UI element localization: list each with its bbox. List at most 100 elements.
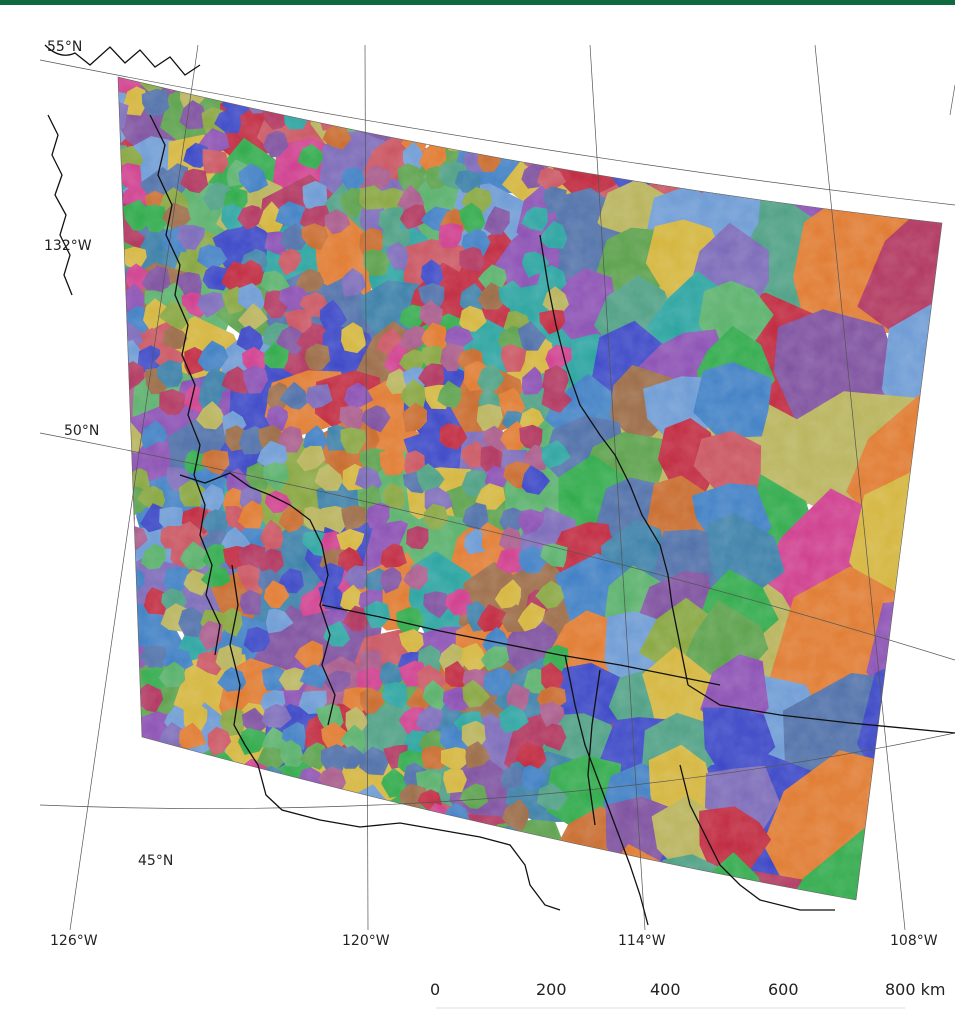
parallel-55n — [39, 59, 955, 206]
watershed-region — [118, 667, 127, 690]
watershed-region — [443, 124, 466, 152]
watershed-region — [202, 820, 229, 852]
watershed-region — [243, 769, 273, 791]
watershed-region — [655, 77, 731, 124]
watershed-region — [118, 626, 125, 655]
watershed-region — [281, 787, 310, 814]
watershed-region — [441, 81, 471, 112]
watershed-region — [118, 569, 146, 647]
watershed-region — [118, 247, 127, 274]
watershed-region — [217, 787, 250, 813]
watershed-region — [118, 841, 123, 873]
watershed-region — [216, 804, 247, 836]
watershed-region — [181, 823, 208, 853]
watershed-region — [124, 810, 152, 836]
watershed-region — [403, 825, 426, 852]
watershed-region — [561, 77, 708, 175]
us-border-south — [229, 564, 561, 911]
watershed-region — [219, 767, 248, 795]
watershed-region — [316, 848, 345, 873]
watershed-region — [547, 77, 630, 154]
watershed-region — [118, 690, 143, 777]
watershed-region — [279, 822, 306, 850]
watershed-region — [175, 799, 205, 828]
watershed-region — [701, 85, 775, 154]
watershed-region — [375, 807, 404, 835]
map-panel[interactable]: 55°N 132°W 50°N 45°N 126°W 120°W 114°W 1… — [0, 5, 955, 1011]
watershed-region — [118, 863, 157, 900]
watershed-region — [463, 828, 492, 857]
meridian-120w — [364, 44, 369, 931]
watershed-region — [325, 77, 352, 89]
watershed-region — [317, 821, 346, 849]
watershed-region — [380, 88, 405, 115]
watershed-region — [500, 77, 530, 95]
watershed-region — [476, 127, 505, 153]
watershed-region — [181, 846, 208, 873]
watershed-region — [345, 77, 370, 92]
watershed-region — [497, 840, 575, 900]
coastline-and-borders — [44, 44, 955, 926]
watershed-region — [118, 765, 202, 831]
watershed-region — [271, 803, 340, 880]
watershed-region — [243, 821, 269, 849]
watershed-region — [614, 77, 687, 118]
watershed-region — [202, 784, 232, 812]
watershed-region — [455, 842, 536, 900]
watershed-region — [196, 763, 224, 791]
watershed-region — [512, 88, 586, 161]
map-canvas[interactable]: 55°N 132°W 50°N 45°N 126°W 120°W 114°W 1… — [0, 5, 955, 1011]
watershed-region — [362, 87, 391, 115]
watershed-region — [118, 385, 127, 416]
watershed-region — [312, 798, 383, 883]
scale-tick-800: 800 km — [885, 980, 945, 999]
watershed-region — [441, 77, 469, 96]
watershed-region — [118, 402, 130, 432]
watershed-region — [525, 106, 550, 136]
watershed-region — [118, 186, 127, 211]
watershed-region — [224, 77, 251, 96]
meridian-108w — [814, 44, 906, 931]
watershed-region — [203, 807, 230, 835]
watershed-region — [497, 77, 581, 107]
watershed-region — [543, 77, 574, 90]
domain-outline — [117, 76, 943, 901]
watershed-region — [418, 847, 444, 878]
label-50n: 50°N — [64, 423, 99, 439]
coastline-mainland-1 — [149, 114, 221, 656]
watershed-region — [420, 77, 442, 93]
watershed-region — [124, 791, 153, 814]
watershed-region — [118, 786, 126, 813]
header-bar — [0, 0, 955, 5]
label-108w: 108°W — [890, 933, 938, 949]
watershed-region — [360, 77, 437, 105]
watershed-region — [272, 838, 337, 900]
watershed-region — [118, 485, 131, 509]
watershed-region — [118, 560, 129, 590]
watershed-region — [440, 825, 472, 850]
watershed-region — [878, 752, 942, 891]
scale-tick-400: 400 — [650, 980, 681, 999]
watershed-region — [483, 109, 511, 134]
watershed-region — [771, 77, 905, 154]
watershed-region — [446, 77, 528, 160]
watershed-region — [309, 853, 382, 900]
watershed-region — [240, 842, 270, 873]
watershed-region — [118, 646, 143, 731]
scale-tick-600: 600 — [768, 980, 799, 999]
watershed-region — [456, 86, 485, 117]
watershed-region — [296, 87, 327, 111]
watershed-region — [118, 606, 124, 636]
scale-tick-200: 200 — [536, 980, 567, 999]
watershed-region — [485, 83, 510, 113]
watershed-region — [655, 82, 730, 157]
coastline-islands — [47, 114, 73, 296]
watershed-region — [543, 105, 572, 133]
watershed-region — [550, 77, 627, 109]
watershed-region — [499, 83, 525, 110]
watershed-region — [359, 844, 386, 874]
label-126w: 126°W — [50, 933, 98, 949]
watershed-region — [161, 762, 188, 792]
watershed-region — [182, 801, 245, 883]
watershed-region — [238, 77, 265, 93]
